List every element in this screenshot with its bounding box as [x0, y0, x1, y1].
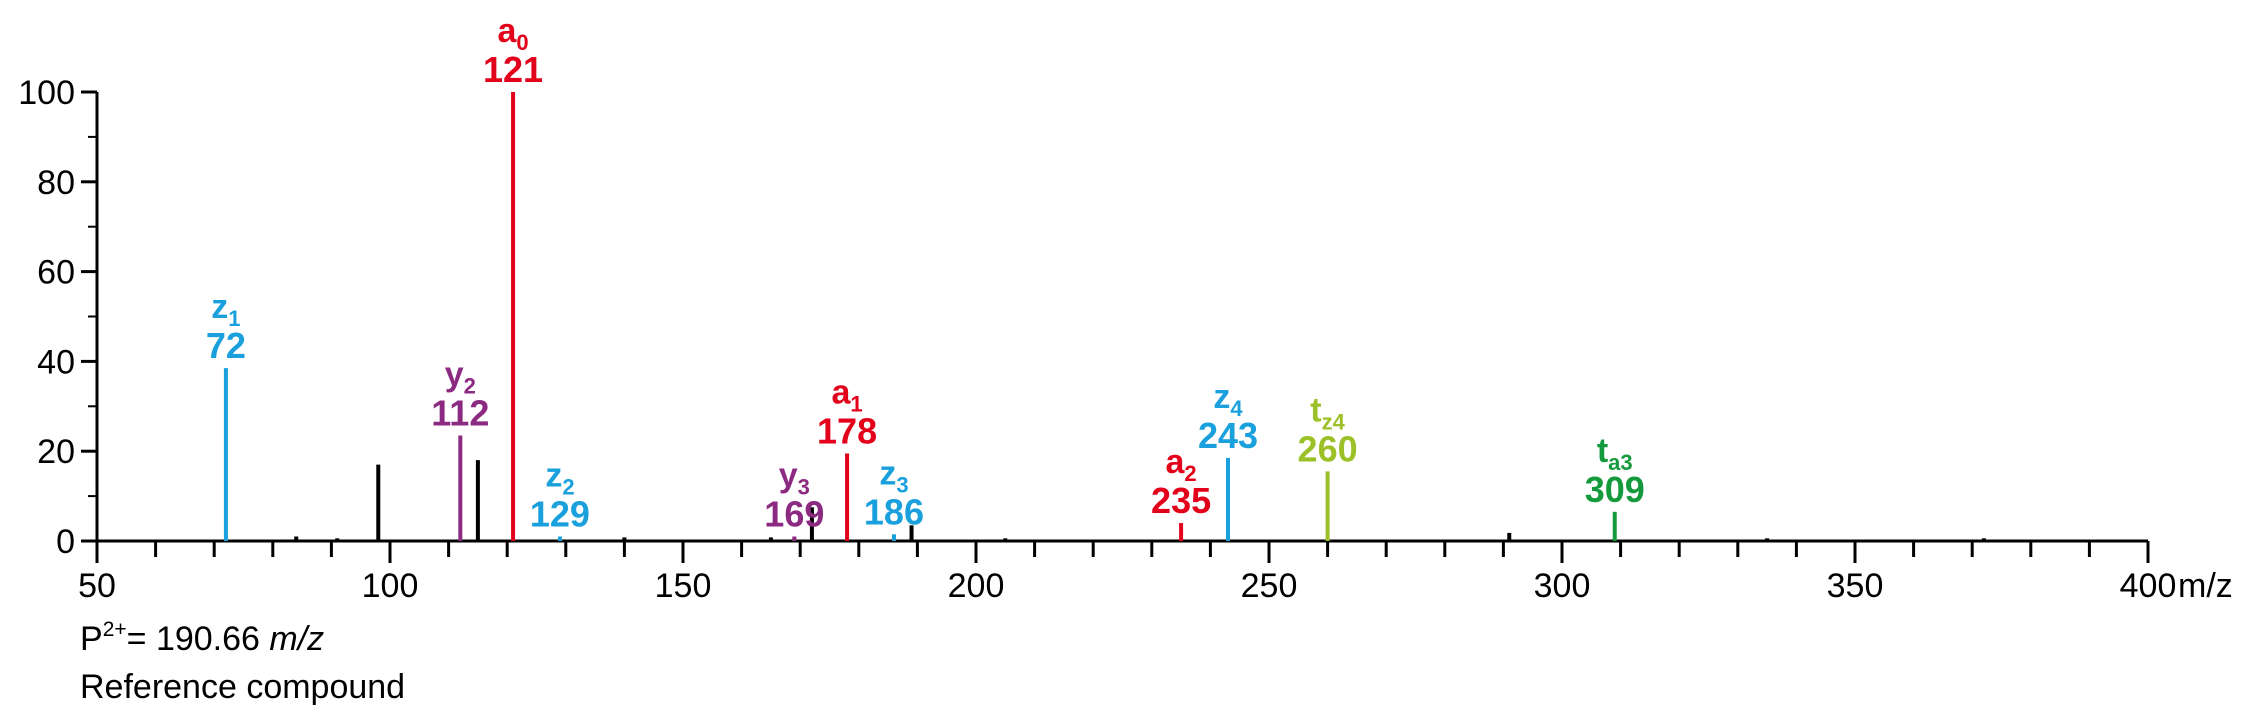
peak-mz-label: 309 — [1585, 469, 1645, 510]
y-tick-label: 40 — [37, 343, 75, 381]
peaks-layer — [223, 92, 1986, 541]
y-tick-label: 80 — [37, 164, 75, 202]
x-tick-label: 50 — [78, 567, 116, 605]
peak-mz-label: 129 — [530, 494, 590, 535]
precursor-charge: 2+ — [102, 618, 127, 641]
x-tick-label: 100 — [362, 567, 419, 605]
y-tick-label: 20 — [37, 433, 75, 471]
peak-mz-label: 169 — [764, 494, 824, 535]
peak-mz-label: 186 — [864, 491, 924, 532]
peak-ion-label: tz4 — [1310, 391, 1345, 434]
peak-ion-label: a0 — [497, 12, 528, 55]
precursor-caption: P2+= 190.66 m/z — [80, 618, 324, 659]
x-tick-label: 200 — [948, 567, 1005, 605]
axes-layer: 50 100 150 200 250 300 350 400 m/z 0 20 40 60 80 100 — [18, 74, 2233, 605]
y-tick-label: 100 — [18, 74, 75, 112]
y-tick-label: 60 — [37, 254, 75, 292]
x-axis-unit: m/z — [2178, 567, 2233, 605]
precursor-value: = 190.66 — [126, 620, 270, 658]
compound-caption: Reference compound — [80, 668, 406, 706]
peak-mz-label: 121 — [483, 49, 543, 90]
x-tick-label: 400 — [2120, 567, 2177, 605]
peak-ion-label: a1 — [831, 373, 862, 416]
x-tick-label: 250 — [1241, 567, 1298, 605]
peak-ion-label: y2 — [445, 355, 476, 398]
peak-mz-label: 112 — [431, 392, 489, 433]
peak-ion-label: z1 — [211, 288, 240, 331]
peak-ion-label: ta3 — [1597, 432, 1633, 475]
x-tick-label: 300 — [1534, 567, 1591, 605]
peak-ion-label: z3 — [879, 454, 908, 497]
y-tick-label: 0 — [56, 523, 75, 561]
peak-mz-label: 178 — [817, 410, 877, 451]
peak-ion-label: z2 — [545, 457, 574, 500]
peak-ion-label: y3 — [779, 457, 810, 500]
peak-mz-label: 260 — [1298, 428, 1358, 469]
peak-ion-label: z4 — [1213, 378, 1243, 421]
x-tick-label: 150 — [655, 567, 712, 605]
peak-mz-label: 235 — [1151, 480, 1211, 521]
x-tick-label: 350 — [1827, 567, 1884, 605]
precursor-prefix: P — [80, 620, 103, 658]
peak-mz-label: 72 — [206, 325, 246, 366]
peak-ion-label: a2 — [1166, 443, 1197, 486]
peak-mz-label: 243 — [1198, 415, 1258, 456]
precursor-unit: m/z — [269, 620, 325, 658]
